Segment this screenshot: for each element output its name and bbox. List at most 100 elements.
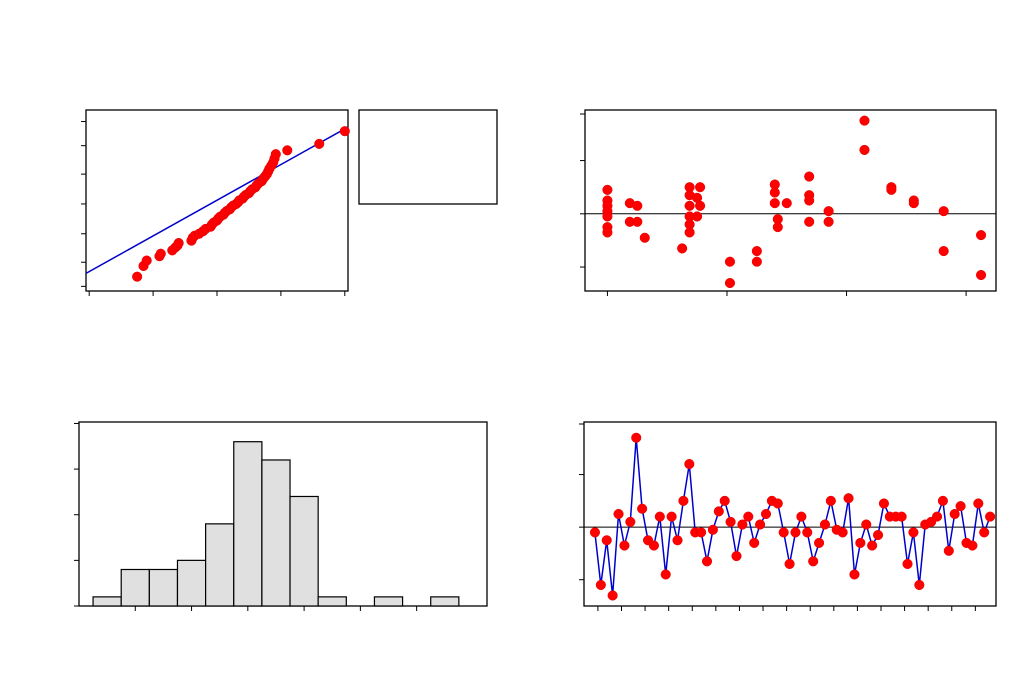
residuals-vs-fits-points [602, 115, 987, 289]
residuals-vs-fits-point [684, 227, 695, 238]
residuals-vs-fits-point [772, 222, 783, 233]
residuals-vs-order-panel [579, 421, 997, 611]
residuals-vs-fits-point [769, 198, 780, 209]
normal-probability-point [155, 248, 166, 259]
residuals-vs-order-point [985, 511, 996, 522]
residuals-vs-order-point [937, 495, 948, 506]
residuals-vs-order-point [613, 508, 624, 520]
residuals-vs-order-point [955, 501, 966, 512]
residuals-vs-order-point [808, 556, 819, 567]
residuals-vs-fits-point [804, 195, 815, 206]
residuals-vs-order-point [943, 545, 954, 556]
residuals-vs-fits-panel [580, 109, 997, 296]
histogram-bar [289, 495, 319, 607]
normal-probability-panel [81, 109, 350, 296]
residuals-vs-order-point [725, 516, 736, 527]
residuals-vs-fits-point [632, 216, 643, 227]
residuals-vs-fits-point [769, 187, 780, 198]
residuals-vs-order-point [678, 495, 689, 506]
residuals-vs-order-point [648, 540, 659, 551]
histogram-bar [261, 459, 291, 607]
normal-probability-point [173, 237, 184, 249]
histogram-bar [205, 523, 235, 607]
residuals-vs-order-point [589, 527, 600, 538]
residuals-vs-order-point [684, 459, 695, 470]
residuals-vs-order-point [637, 503, 648, 514]
histogram-panel [74, 421, 488, 611]
info-box [358, 109, 498, 205]
histogram-bar [148, 568, 179, 607]
histogram-y-ticks [74, 422, 79, 607]
residuals-vs-order-y-ticks [579, 423, 584, 581]
residuals-vs-order-point [660, 569, 671, 580]
residuals-vs-fits-point [859, 115, 870, 126]
residuals-vs-order-point [625, 516, 636, 527]
residuals-vs-fits-point [751, 256, 762, 267]
residuals-vs-order-point [908, 527, 919, 538]
residuals-vs-order-point [601, 535, 612, 546]
residuals-vs-fits-point [938, 246, 949, 257]
residuals-vs-fits-point [823, 216, 834, 227]
residuals-vs-order-point [707, 524, 718, 535]
residuals-vs-order-point [696, 527, 707, 538]
normal-probability-y-ticks [81, 121, 86, 287]
residuals-vs-order-frame [583, 421, 997, 607]
residuals-vs-fits-point [602, 227, 613, 238]
residuals-vs-order-point [861, 519, 872, 530]
residuals-vs-order-point [973, 498, 984, 509]
normal-probability-points [132, 126, 350, 282]
residuals-vs-order-point [814, 537, 825, 548]
residuals-vs-fits-x-ticks [606, 291, 967, 296]
residuals-vs-order-point [772, 498, 783, 509]
residuals-vs-fits-point [724, 256, 736, 267]
residuals-vs-order-point [967, 540, 978, 551]
residuals-vs-order-line [594, 437, 991, 596]
residuals-vs-order-point [701, 556, 713, 567]
normal-probability-point [314, 138, 325, 149]
normal-probability-point [339, 126, 350, 137]
residuals-vs-order-point [666, 511, 677, 522]
residuals-vs-order-point [778, 527, 789, 538]
residuals-vs-order-point [672, 535, 683, 546]
residuals-vs-order-point [631, 432, 642, 443]
residuals-vs-fits-point [602, 211, 613, 222]
residuals-vs-order-point [949, 508, 960, 520]
residuals-vs-order-point [749, 537, 760, 548]
normal-probability-x-ticks [88, 291, 346, 296]
residuals-vs-fits-point [976, 230, 987, 241]
normal-probability-point [282, 145, 293, 156]
residuals-vs-order-point [713, 506, 724, 517]
residuals-vs-order-point [595, 579, 606, 591]
residuals-vs-order-point [855, 537, 866, 548]
residuals-vs-order-point [737, 519, 748, 530]
residuals-vs-order-point [878, 498, 889, 509]
residuals-vs-order-x-ticks [597, 606, 976, 611]
histogram-bar [92, 596, 122, 607]
residuals-vs-fits-point [804, 216, 815, 227]
residuals-vs-order-point [755, 519, 766, 530]
residuals-vs-order-point [931, 511, 943, 522]
residuals-vs-fits-point [823, 206, 834, 217]
residuals-vs-order-point [837, 527, 848, 538]
residuals-vs-fits-point [976, 269, 987, 281]
residuals-vs-order-point [796, 511, 807, 522]
residuals-vs-order-point [743, 511, 754, 522]
residuals-vs-order-point [731, 551, 742, 562]
normal-probability-fit-line [85, 126, 349, 275]
residuals-vs-order-point [802, 527, 813, 538]
residuals-vs-fits-point [938, 206, 949, 217]
histogram-bar [120, 568, 150, 607]
residuals-vs-order-point [902, 558, 913, 569]
normal-probability-point [141, 255, 152, 266]
normal-probability-point [270, 149, 281, 160]
histogram-bar [430, 596, 460, 607]
residuals-vs-fits-point [684, 200, 695, 211]
residuals-vs-fits-point [602, 184, 613, 195]
residuals-vs-fits-point [724, 277, 736, 289]
residuals-vs-fits-point [908, 198, 919, 209]
residuals-vs-fits-point [804, 171, 815, 182]
residuals-vs-order-point [914, 579, 925, 591]
residuals-vs-fits-point [639, 232, 650, 243]
histogram-bars [92, 441, 460, 607]
